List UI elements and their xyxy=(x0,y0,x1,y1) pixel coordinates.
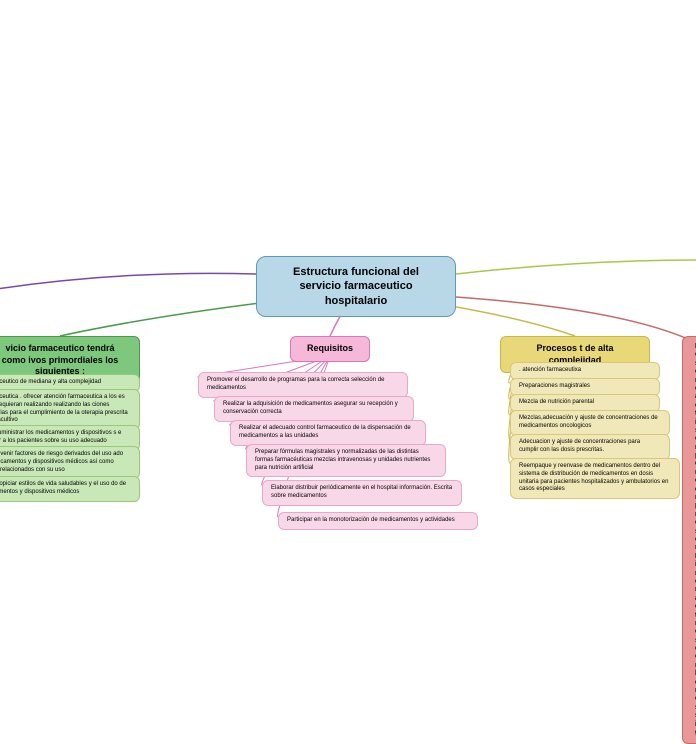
branch-procesos-item[interactable]: Reempaque y reenvase de medicamentos den… xyxy=(510,458,680,499)
branch-requisitos-item[interactable]: Realizar la adquisición de medicamentos … xyxy=(214,396,414,422)
branch-objetivos-item[interactable]: er y apropiciar estilos de vida saludabl… xyxy=(0,476,140,502)
branch-requisitos-item[interactable]: Participar en la monotorización de medic… xyxy=(278,512,478,530)
branch-objetivos-item[interactable]: ción prevenir factores de riesgo derivad… xyxy=(0,446,140,479)
branch-requisitos[interactable]: Requisitos xyxy=(290,336,370,362)
branch-requisitos-item[interactable]: Promover el desarrollo de programas para… xyxy=(198,372,408,398)
branch-extra[interactable]: Los enc acti ser per cor pre ser Mi nor … xyxy=(682,336,696,744)
branch-objetivos-item[interactable]: n farmaceutica . ofrecer atención farmac… xyxy=(0,389,140,430)
central-topic[interactable]: Estructura funcional del servicio farmac… xyxy=(256,256,456,317)
branch-requisitos-item[interactable]: Preparar fórmulas magistrales y normaliz… xyxy=(246,444,446,477)
branch-procesos-item[interactable]: Mezclas,adecuación y ajuste de concentra… xyxy=(510,410,670,436)
branch-procesos-item[interactable]: Adecuacion y ajuste de concentraciones p… xyxy=(510,434,670,460)
branch-requisitos-item[interactable]: Realizar el adecuado control farmaceutic… xyxy=(230,420,426,446)
branch-requisitos-item[interactable]: Elaborar distribuir periódicamente en el… xyxy=(262,480,462,506)
